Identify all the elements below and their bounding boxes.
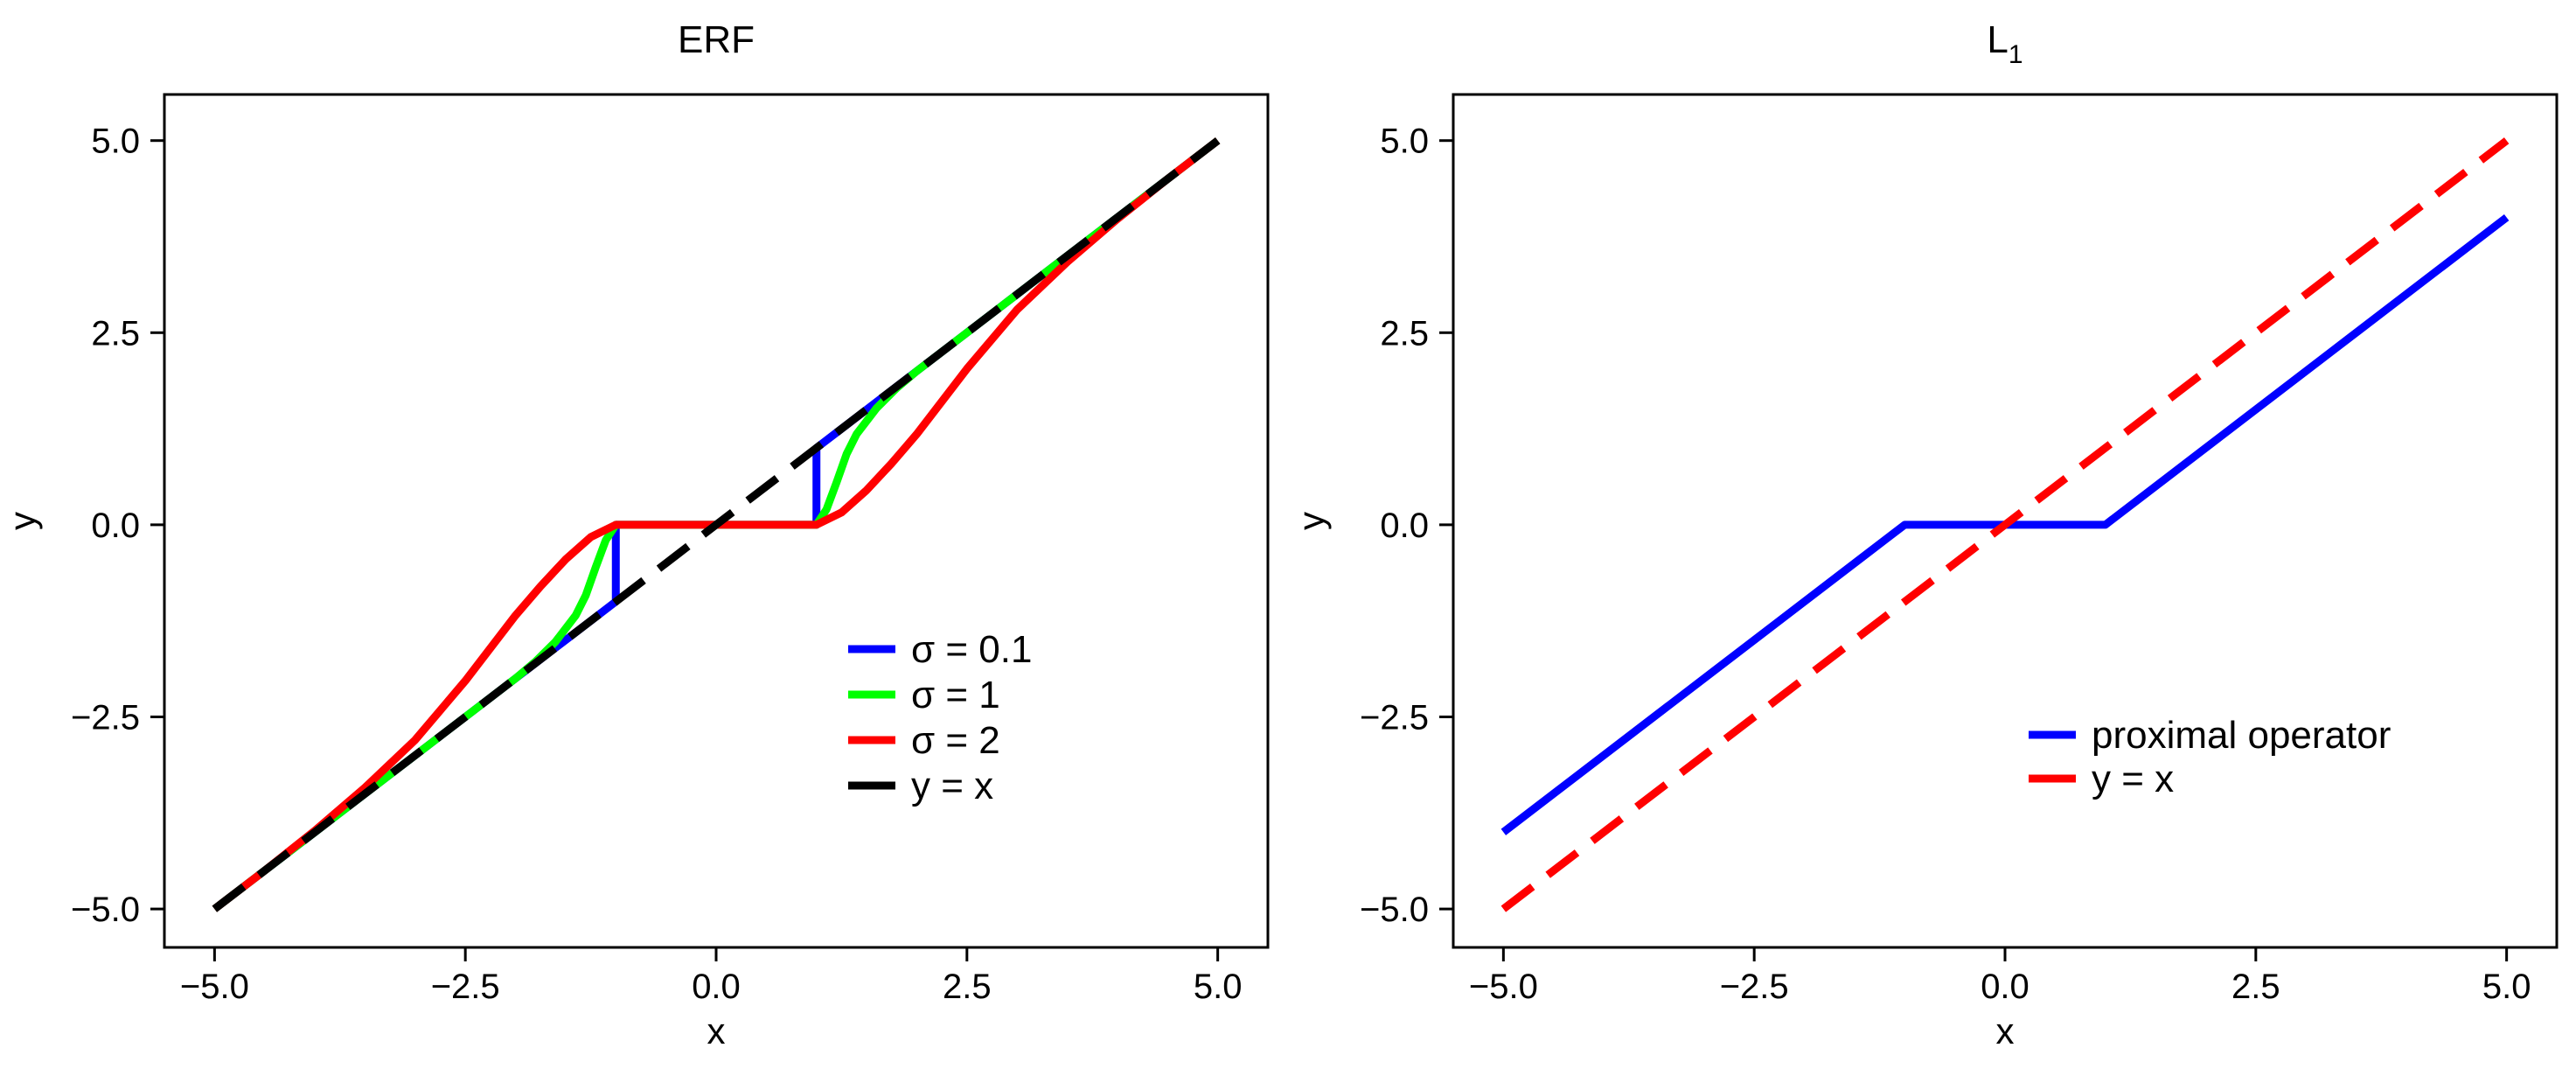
legend-label: y = x bbox=[2092, 758, 2174, 800]
x-axis-label: x bbox=[707, 1010, 726, 1052]
legend: σ = 0.1σ = 1σ = 2y = x bbox=[848, 628, 1032, 807]
y-tick-label: −5.0 bbox=[71, 891, 140, 929]
y-tick-label: −5.0 bbox=[1360, 891, 1429, 929]
x-tick-label: 2.5 bbox=[943, 968, 992, 1006]
plot-area bbox=[212, 137, 1221, 912]
y-axis-label: y bbox=[1291, 512, 1332, 530]
x-tick-label: 5.0 bbox=[2482, 968, 2531, 1006]
plot-area bbox=[1500, 137, 2510, 912]
y-tick-label: 0.0 bbox=[1380, 507, 1429, 545]
y-tick-label: 2.5 bbox=[1380, 314, 1429, 353]
chart-panel-2: −5.0 −2.5 0.0 2.5 5.0 −5.0 −2.5 0.0 2.5 5.0 x y L1 pr… bbox=[1291, 18, 2559, 1052]
chart-title-subscript: 1 bbox=[2009, 40, 2023, 69]
x-tick-label: −5.0 bbox=[1469, 968, 1538, 1006]
y-tick-label: 2.5 bbox=[91, 314, 140, 353]
x-axis-label: x bbox=[1996, 1010, 2015, 1052]
legend-label: σ = 0.1 bbox=[911, 628, 1032, 671]
x-tick-label: −5.0 bbox=[180, 968, 249, 1006]
x-tick-label: −2.5 bbox=[431, 968, 500, 1006]
x-tick-label: 5.0 bbox=[1194, 968, 1243, 1006]
y-tick-label: −2.5 bbox=[1360, 698, 1429, 737]
series-line-y-x bbox=[212, 137, 1221, 912]
y-tick-label: 5.0 bbox=[1380, 122, 1429, 161]
y-axis-label: y bbox=[2, 512, 43, 530]
chart-title: ERF bbox=[678, 18, 755, 61]
legend-label: y = x bbox=[911, 765, 993, 807]
x-tick-label: 0.0 bbox=[1981, 968, 2029, 1006]
chart-panel-1: −5.0 −2.5 0.0 2.5 5.0 −5.0 −2.5 0.0 2.5 5.0 x y ERF σ… bbox=[2, 18, 1270, 1052]
x-tick-label: 2.5 bbox=[2231, 968, 2280, 1006]
x-tick-label: 0.0 bbox=[692, 968, 741, 1006]
y-tick-label: −2.5 bbox=[71, 698, 140, 737]
y-tick-label: 0.0 bbox=[91, 507, 140, 545]
chart-title: L1 bbox=[1987, 18, 2023, 69]
y-tick-label: 5.0 bbox=[91, 122, 140, 161]
legend-label: σ = 2 bbox=[911, 719, 1000, 762]
legend-label: σ = 1 bbox=[911, 674, 1000, 716]
legend-label: proximal operator bbox=[2092, 714, 2391, 757]
series-line-y-x bbox=[1500, 137, 2510, 912]
x-tick-label: −2.5 bbox=[1720, 968, 1789, 1006]
